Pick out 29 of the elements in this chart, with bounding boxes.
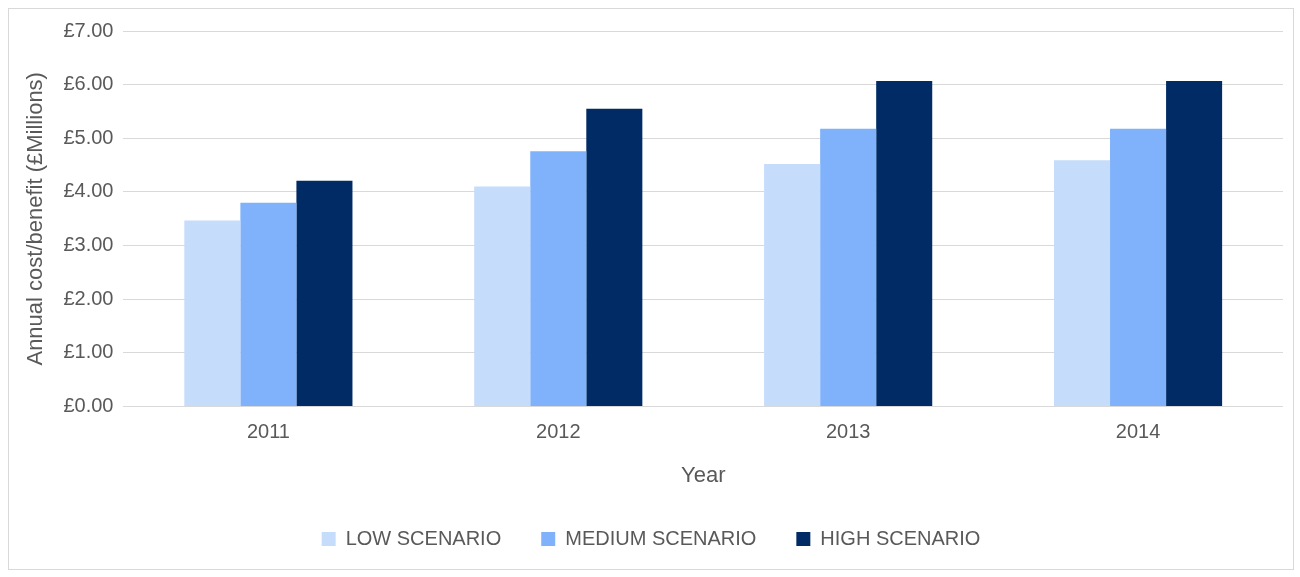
legend-label: LOW SCENARIO bbox=[345, 526, 502, 549]
x-tick-label: 2011 bbox=[246, 420, 290, 443]
bar bbox=[1110, 128, 1167, 407]
legend-label: MEDIUM SCENARIO bbox=[565, 526, 757, 549]
bar bbox=[1053, 160, 1111, 407]
legend-label: HIGH SCENARIO bbox=[820, 526, 981, 549]
bar bbox=[820, 128, 877, 407]
y-tick-label: £6.00 bbox=[63, 72, 114, 95]
bar bbox=[530, 151, 587, 407]
x-axis-title: Year bbox=[681, 461, 726, 487]
x-tick-label: 2014 bbox=[1115, 420, 1161, 443]
y-tick-label: £2.00 bbox=[63, 286, 114, 309]
x-tick-label: 2013 bbox=[825, 420, 871, 443]
bar bbox=[876, 80, 933, 407]
y-axis-title: Annual cost/benefit (£Millions) bbox=[22, 72, 48, 366]
y-tick-label: £7.00 bbox=[63, 18, 114, 41]
bar bbox=[586, 108, 643, 407]
bar bbox=[296, 180, 353, 407]
bar bbox=[1166, 80, 1223, 407]
bar bbox=[764, 164, 821, 407]
bar bbox=[240, 202, 297, 407]
y-tick-label: £0.00 bbox=[63, 394, 114, 417]
y-tick-label: £5.00 bbox=[63, 125, 114, 148]
x-tick-label: 2012 bbox=[536, 420, 581, 443]
bar bbox=[474, 186, 531, 407]
bar bbox=[184, 220, 241, 407]
y-tick-label: £3.00 bbox=[63, 233, 114, 256]
y-tick-label: £4.00 bbox=[63, 179, 114, 202]
y-tick-label: £1.00 bbox=[63, 340, 114, 363]
